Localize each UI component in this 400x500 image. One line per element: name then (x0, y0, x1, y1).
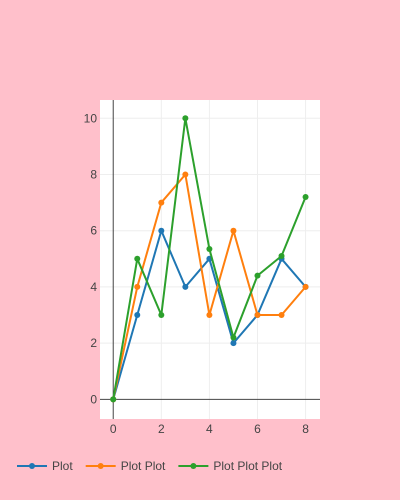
series-plot-plot (110, 171, 309, 403)
legend-swatch-marker (190, 463, 197, 469)
x-tick-label: 6 (254, 422, 261, 436)
data-point[interactable] (134, 255, 141, 262)
legend-label: Plot Plot Plot (213, 459, 282, 473)
data-point[interactable] (134, 283, 141, 290)
legend-swatch-marker (97, 463, 104, 469)
legend-item[interactable]: Plot (17, 459, 73, 473)
x-tick-label: 0 (110, 422, 117, 436)
data-point[interactable] (158, 227, 165, 234)
y-tick-label: 6 (90, 224, 97, 238)
data-point[interactable] (254, 312, 261, 319)
y-tick-label: 0 (90, 392, 97, 406)
data-point[interactable] (302, 283, 309, 290)
data-point[interactable] (182, 115, 189, 122)
data-point[interactable] (230, 340, 237, 347)
data-point[interactable] (182, 171, 189, 178)
data-point[interactable] (254, 272, 261, 279)
data-point[interactable] (158, 199, 165, 206)
data-point[interactable] (206, 245, 213, 252)
y-tick-label: 2 (90, 336, 97, 350)
data-point[interactable] (278, 252, 285, 259)
data-point[interactable] (206, 312, 213, 319)
data-point[interactable] (158, 312, 165, 319)
x-tick-label: 2 (158, 422, 165, 436)
x-tick-label: 4 (206, 422, 213, 436)
legend-swatch-marker (29, 463, 35, 469)
series-layer (110, 115, 309, 403)
y-axis-ticks: 0 2 4 6 8 10 (84, 111, 98, 406)
data-point[interactable] (302, 193, 309, 200)
data-point[interactable] (110, 396, 117, 403)
legend[interactable]: Plot Plot Plot Plot Plot Plot (17, 459, 283, 473)
data-point[interactable] (230, 334, 237, 341)
data-point[interactable] (278, 312, 285, 319)
y-tick-label: 4 (90, 280, 97, 294)
data-point[interactable] (134, 312, 141, 319)
y-tick-label: 8 (90, 167, 97, 181)
legend-label: Plot Plot (121, 459, 166, 473)
y-tick-label: 10 (84, 111, 98, 125)
x-axis-ticks: 0 2 4 6 8 (110, 422, 309, 436)
series-plot-plot-plot (110, 115, 309, 403)
data-point[interactable] (230, 227, 237, 234)
x-tick-label: 8 (302, 422, 309, 436)
legend-item[interactable]: Plot Plot Plot (178, 459, 283, 473)
data-point[interactable] (182, 283, 189, 290)
zero-lines (100, 100, 320, 419)
legend-item[interactable]: Plot Plot (85, 459, 166, 473)
legend-label: Plot (52, 459, 73, 473)
